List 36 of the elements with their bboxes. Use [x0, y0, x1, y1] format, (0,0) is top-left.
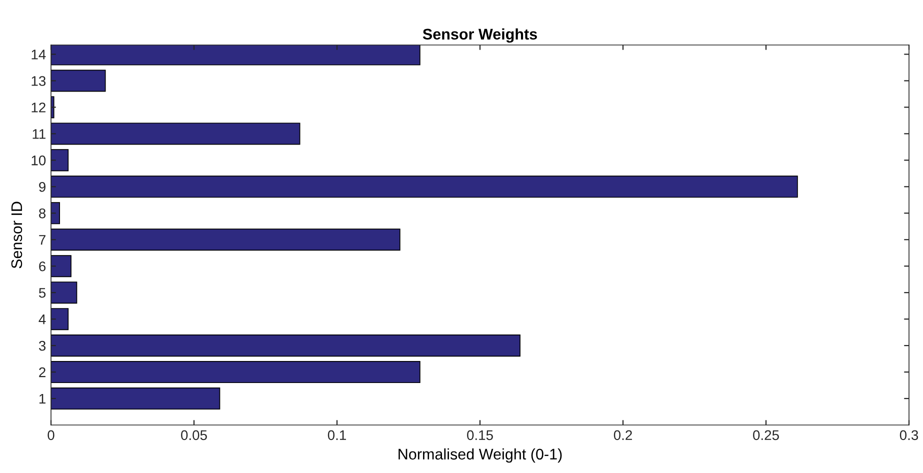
bar [51, 228, 400, 251]
chart-title: Sensor Weights [422, 28, 537, 43]
x-tick-label: 0.25 [753, 430, 779, 440]
y-tick-label: 4 [38, 314, 46, 324]
y-tick-label: 5 [38, 288, 46, 298]
y-tick-label: 8 [39, 208, 46, 218]
y-tick-label: 12 [32, 102, 46, 112]
y-tick-label: 7 [39, 235, 46, 245]
y-tick-label: 6 [39, 261, 46, 272]
y-tick-label: 2 [39, 367, 46, 378]
bar [51, 308, 69, 330]
y-tick-label: 3 [38, 340, 46, 351]
x-tick-label: 0.2 [614, 430, 632, 440]
y-axis-title: Sensor ID [11, 202, 22, 268]
x-tick-label: 0.1 [328, 430, 346, 440]
y-tick-label: 10 [32, 156, 46, 166]
bar [51, 282, 78, 304]
y-tick-label: 13 [32, 76, 46, 86]
y-tick-label: 9 [39, 182, 46, 192]
bar [51, 388, 220, 410]
bar [51, 149, 69, 172]
bar [51, 70, 106, 92]
bar [51, 361, 420, 384]
y-tick-label: 11 [32, 129, 46, 139]
x-tick-label: 0.15 [467, 430, 493, 440]
x-axis-title: Normalised Weight (0-1) [398, 448, 562, 463]
bar [51, 176, 798, 198]
bar [51, 334, 520, 357]
bar [51, 202, 60, 224]
bar [51, 122, 300, 145]
y-tick-label: 14 [32, 50, 46, 60]
bar [51, 255, 72, 278]
x-tick-label: 0.3 [900, 430, 918, 440]
x-tick-label: 0 [48, 430, 54, 440]
x-tick-label: 0.05 [181, 430, 207, 440]
y-tick-label: 1 [39, 394, 46, 404]
